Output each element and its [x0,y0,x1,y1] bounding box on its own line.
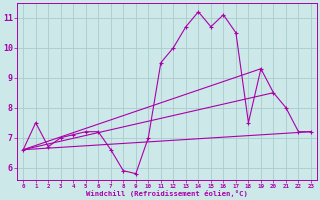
X-axis label: Windchill (Refroidissement éolien,°C): Windchill (Refroidissement éolien,°C) [86,190,248,197]
